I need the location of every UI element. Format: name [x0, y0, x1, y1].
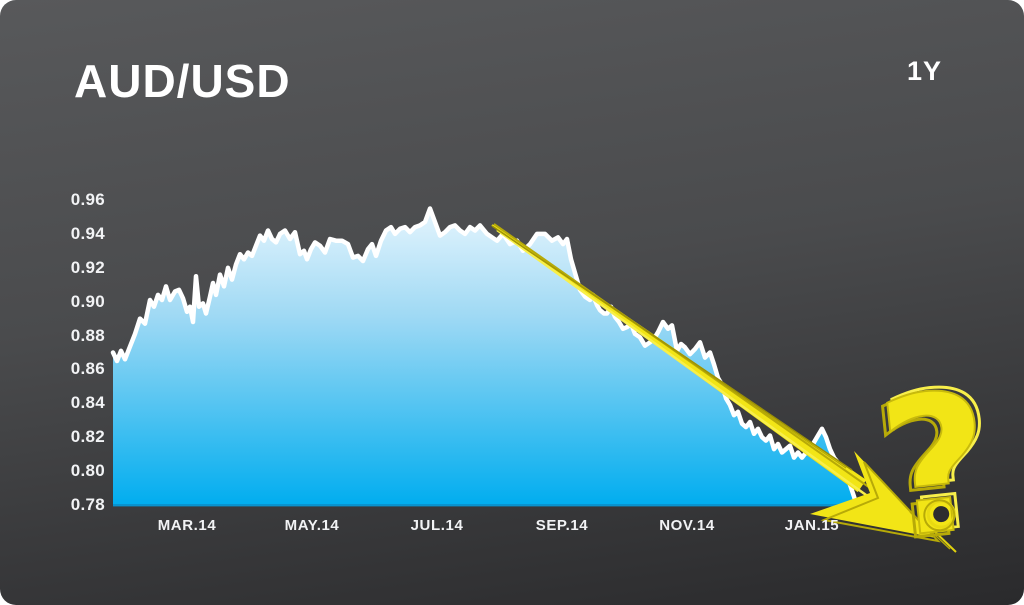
timeframe-label[interactable]: 1Y	[906, 56, 942, 86]
x-axis-label: JUL.14	[410, 517, 464, 534]
svg-text:?: ?	[865, 354, 998, 585]
price-line	[110, 206, 860, 509]
question-mark-annotation: ? ? ?	[864, 345, 1009, 586]
y-axis-label: 0.80	[70, 461, 105, 481]
y-axis-label: 0.84	[70, 393, 105, 413]
x-axis-label: JAN.15	[784, 517, 840, 534]
y-axis-label: 0.82	[70, 427, 105, 447]
y-axis-label: 0.92	[70, 257, 105, 277]
question-mark-dot-hole	[933, 506, 950, 523]
y-axis-label: 0.96	[70, 190, 105, 209]
arrow-head	[810, 451, 936, 538]
y-axis-label: 0.78	[70, 495, 105, 514]
trend-arrow-annotation	[491, 223, 957, 553]
y-axis-label: 0.94	[70, 223, 105, 243]
page-title: AUD/USD	[74, 55, 291, 107]
x-axis-label: NOV.14	[659, 517, 715, 534]
x-axis-label: SEP.14	[535, 517, 589, 534]
y-axis-label: 0.86	[70, 359, 105, 379]
svg-text:?: ?	[870, 350, 1003, 581]
x-axis-label: MAR.14	[157, 517, 217, 534]
y-axis-label: 0.90	[70, 291, 105, 311]
x-axis-label: MAY.14	[284, 517, 340, 534]
price-area	[113, 208, 857, 507]
y-axis-label: 0.88	[70, 325, 105, 345]
svg-text:?: ?	[874, 347, 1007, 578]
chart-baseline	[113, 504, 857, 507]
